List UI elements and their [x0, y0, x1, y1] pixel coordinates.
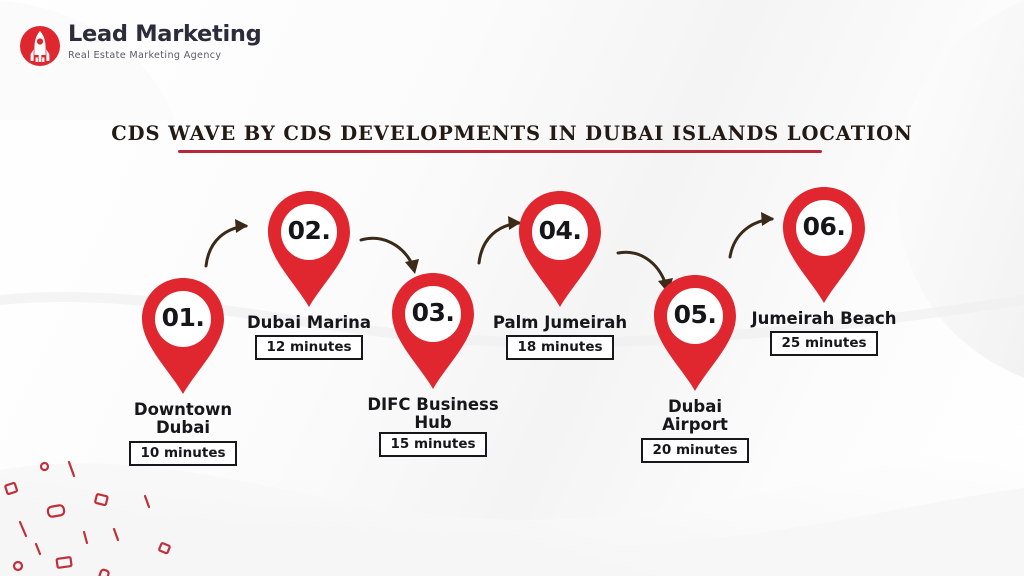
location-marker-6[interactable]: 06. Jumeirah Beach 25 minutes — [734, 182, 914, 357]
map-pin-icon-4: 04. — [511, 186, 609, 312]
marker-time-badge-3: 15 minutes — [379, 431, 487, 457]
title-underline — [178, 150, 822, 153]
map-pin-icon-1: 01. — [134, 273, 232, 399]
marker-number-2: 02. — [287, 216, 331, 245]
marker-time-badge-1: 10 minutes — [129, 440, 237, 466]
marker-number-6: 06. — [802, 212, 846, 241]
marker-time-badge-2: 12 minutes — [255, 335, 363, 361]
map-pin-icon-2: 02. — [260, 186, 358, 312]
map-pin-icon-5: 05. — [646, 270, 744, 396]
marker-label-3: DIFC Business Hub — [367, 395, 499, 433]
marker-time-badge-6: 25 minutes — [770, 331, 878, 357]
marker-label-5: Dubai Airport — [662, 397, 728, 435]
marker-number-1: 01. — [161, 303, 205, 332]
page-title-block: CDS WAVE BY CDS DEVELOPMENTS IN DUBAI IS… — [0, 122, 1024, 153]
location-marker-4[interactable]: 04. Palm Jumeirah 18 minutes — [470, 186, 650, 361]
brand-logo[interactable]: Lead Marketing Real Estate Marketing Age… — [18, 16, 268, 76]
location-marker-1[interactable]: 01. Downtown Dubai 10 minutes — [93, 273, 273, 466]
map-pin-icon-3: 03. — [384, 268, 482, 394]
marker-label-6: Jumeirah Beach — [751, 309, 897, 328]
location-marker-5[interactable]: 05. Dubai Airport 20 minutes — [605, 270, 785, 463]
marker-label-1: Downtown Dubai — [133, 400, 233, 438]
marker-number-5: 05. — [673, 300, 717, 329]
rocket-in-circle-icon — [18, 24, 62, 68]
marker-number-3: 03. — [411, 298, 455, 327]
brand-name: Lead Marketing — [68, 21, 262, 47]
marker-label-2: Dubai Marina — [246, 313, 372, 332]
location-marker-2[interactable]: 02. Dubai Marina 12 minutes — [219, 186, 399, 361]
marker-time-badge-4: 18 minutes — [506, 335, 614, 361]
marker-number-4: 04. — [538, 216, 582, 245]
marker-time-badge-5: 20 minutes — [641, 437, 749, 463]
brand-tagline: Real Estate Marketing Agency — [68, 49, 222, 61]
marker-label-4: Palm Jumeirah — [492, 313, 628, 332]
map-pin-icon-6: 06. — [775, 182, 873, 308]
page-title: CDS WAVE BY CDS DEVELOPMENTS IN DUBAI IS… — [111, 122, 913, 145]
location-marker-3[interactable]: 03. DIFC Business Hub 15 minutes — [343, 268, 523, 457]
